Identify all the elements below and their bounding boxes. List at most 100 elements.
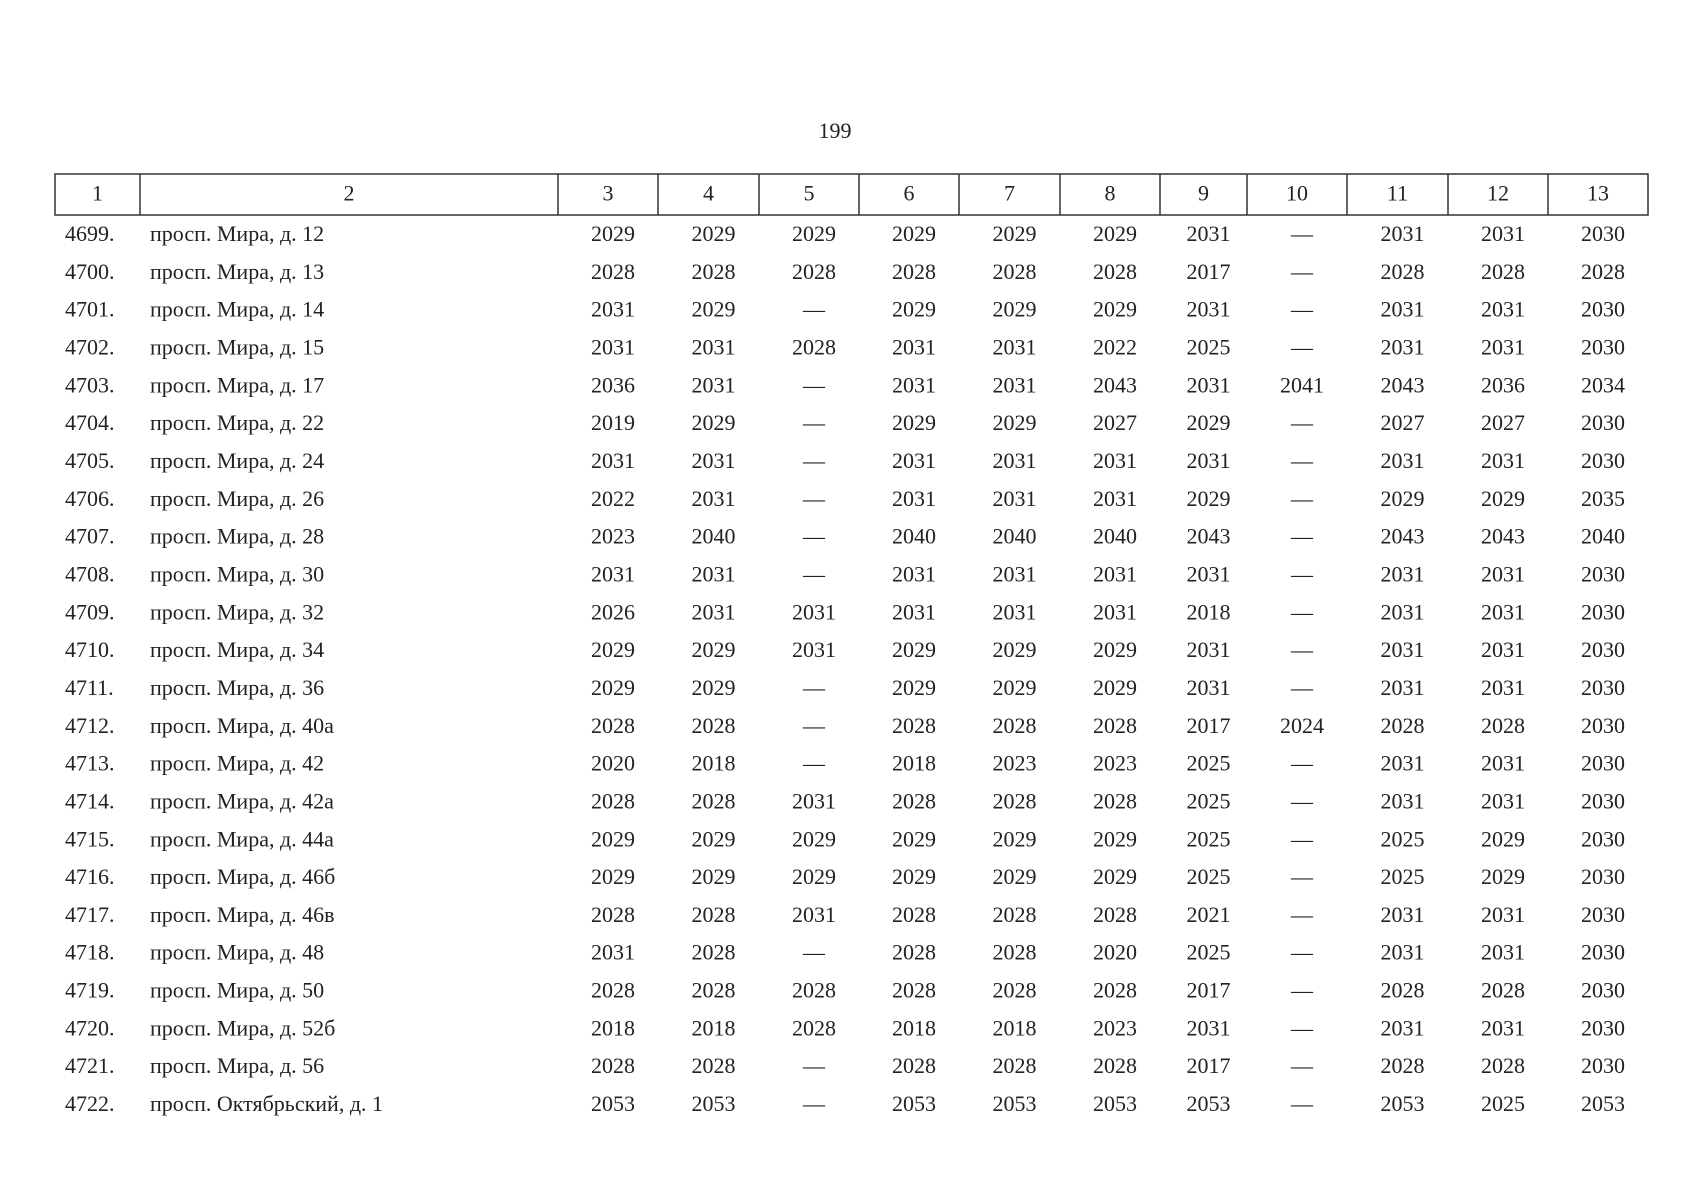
year-cell: 2029 [692, 826, 736, 851]
year-cell: — [802, 410, 826, 435]
year-cell: 2029 [692, 637, 736, 662]
year-cell: 2030 [1581, 978, 1625, 1003]
year-cell: 2031 [1381, 788, 1425, 813]
year-cell: 2030 [1581, 410, 1625, 435]
year-cell: 2023 [591, 524, 635, 549]
row-number: 4707. [65, 524, 115, 549]
year-cell: 2031 [1381, 297, 1425, 322]
year-cell: 2028 [1381, 1053, 1425, 1078]
year-cell: 2028 [993, 713, 1037, 738]
year-cell: 2028 [1481, 259, 1525, 284]
year-cell: 2053 [1381, 1091, 1425, 1116]
year-cell: 2025 [1187, 751, 1231, 776]
year-cell: 2030 [1581, 221, 1625, 246]
year-cell: 2031 [993, 561, 1037, 586]
year-cell: 2028 [692, 940, 736, 965]
row-number: 4715. [65, 826, 115, 851]
year-cell: 2031 [1481, 637, 1525, 662]
year-cell: 2026 [591, 599, 635, 624]
address: просп. Мира, д. 17 [150, 372, 324, 397]
year-cell: 2029 [1093, 637, 1137, 662]
year-cell: 2029 [1481, 486, 1525, 511]
year-cell: 2031 [591, 297, 635, 322]
address: просп. Мира, д. 50 [150, 978, 324, 1003]
year-cell: 2028 [692, 788, 736, 813]
year-cell: 2030 [1581, 713, 1625, 738]
year-cell: 2031 [1381, 751, 1425, 776]
row-number: 4705. [65, 448, 115, 473]
year-cell: 2043 [1481, 524, 1525, 549]
year-cell: 2028 [1093, 788, 1137, 813]
year-cell: 2028 [993, 978, 1037, 1003]
year-cell: 2031 [692, 599, 736, 624]
year-cell: 2031 [892, 372, 936, 397]
address: просп. Мира, д. 52б [150, 1015, 335, 1040]
address: просп. Мира, д. 22 [150, 410, 324, 435]
year-cell: 2041 [1280, 372, 1324, 397]
year-cell: 2028 [591, 259, 635, 284]
address: просп. Мира, д. 46б [150, 864, 335, 889]
year-cell: — [1290, 221, 1314, 246]
year-cell: 2040 [1581, 524, 1625, 549]
address: просп. Мира, д. 42а [150, 788, 334, 813]
year-cell: 2029 [692, 864, 736, 889]
row-number: 4710. [65, 637, 115, 662]
year-cell: 2028 [591, 1053, 635, 1078]
year-cell: 2031 [1187, 372, 1231, 397]
year-cell: 2021 [1187, 902, 1231, 927]
year-cell: 2028 [1381, 713, 1425, 738]
year-cell: 2025 [1187, 788, 1231, 813]
year-cell: — [1290, 902, 1314, 927]
year-cell: 2028 [993, 940, 1037, 965]
year-cell: 2031 [1381, 637, 1425, 662]
row-number: 4703. [65, 372, 115, 397]
year-cell: 2031 [792, 902, 836, 927]
year-cell: 2028 [792, 335, 836, 360]
year-cell: 2029 [892, 675, 936, 700]
year-cell: 2023 [1093, 1015, 1137, 1040]
year-cell: 2029 [1187, 486, 1231, 511]
year-cell: — [1290, 561, 1314, 586]
year-cell: 2029 [792, 864, 836, 889]
year-cell: 2029 [591, 864, 635, 889]
year-cell: 2025 [1187, 335, 1231, 360]
year-cell: 2031 [591, 561, 635, 586]
header-cell: 3 [603, 181, 614, 206]
year-cell: 2029 [892, 637, 936, 662]
year-cell: — [802, 675, 826, 700]
year-cell: 2031 [892, 448, 936, 473]
year-cell: 2043 [1381, 372, 1425, 397]
year-cell: 2027 [1093, 410, 1137, 435]
year-cell: 2028 [692, 259, 736, 284]
year-cell: 2029 [1481, 864, 1525, 889]
year-cell: 2028 [1581, 259, 1625, 284]
address: просп. Мира, д. 40а [150, 713, 334, 738]
year-cell: — [1290, 410, 1314, 435]
address: просп. Мира, д. 14 [150, 297, 324, 322]
year-cell: 2031 [1481, 675, 1525, 700]
year-cell: 2031 [692, 448, 736, 473]
year-cell: 2030 [1581, 1053, 1625, 1078]
year-cell: 2031 [892, 335, 936, 360]
year-cell: 2031 [1187, 675, 1231, 700]
page-number: 199 [819, 118, 852, 143]
year-cell: 2029 [892, 297, 936, 322]
year-cell: 2028 [1093, 713, 1137, 738]
year-cell: 2031 [1381, 902, 1425, 927]
year-cell: 2028 [993, 902, 1037, 927]
year-cell: 2028 [1481, 978, 1525, 1003]
header-cell: 7 [1004, 181, 1015, 206]
year-cell: 2028 [591, 788, 635, 813]
year-cell: 2028 [591, 978, 635, 1003]
year-cell: 2023 [993, 751, 1037, 776]
address: просп. Мира, д. 32 [150, 599, 324, 624]
year-cell: 2028 [792, 259, 836, 284]
year-cell: 2020 [1093, 940, 1137, 965]
year-cell: 2024 [1280, 713, 1324, 738]
address: просп. Мира, д. 34 [150, 637, 324, 662]
year-cell: 2028 [993, 1053, 1037, 1078]
year-cell: 2030 [1581, 297, 1625, 322]
header-frame [54, 173, 1649, 216]
year-cell: 2029 [1481, 826, 1525, 851]
